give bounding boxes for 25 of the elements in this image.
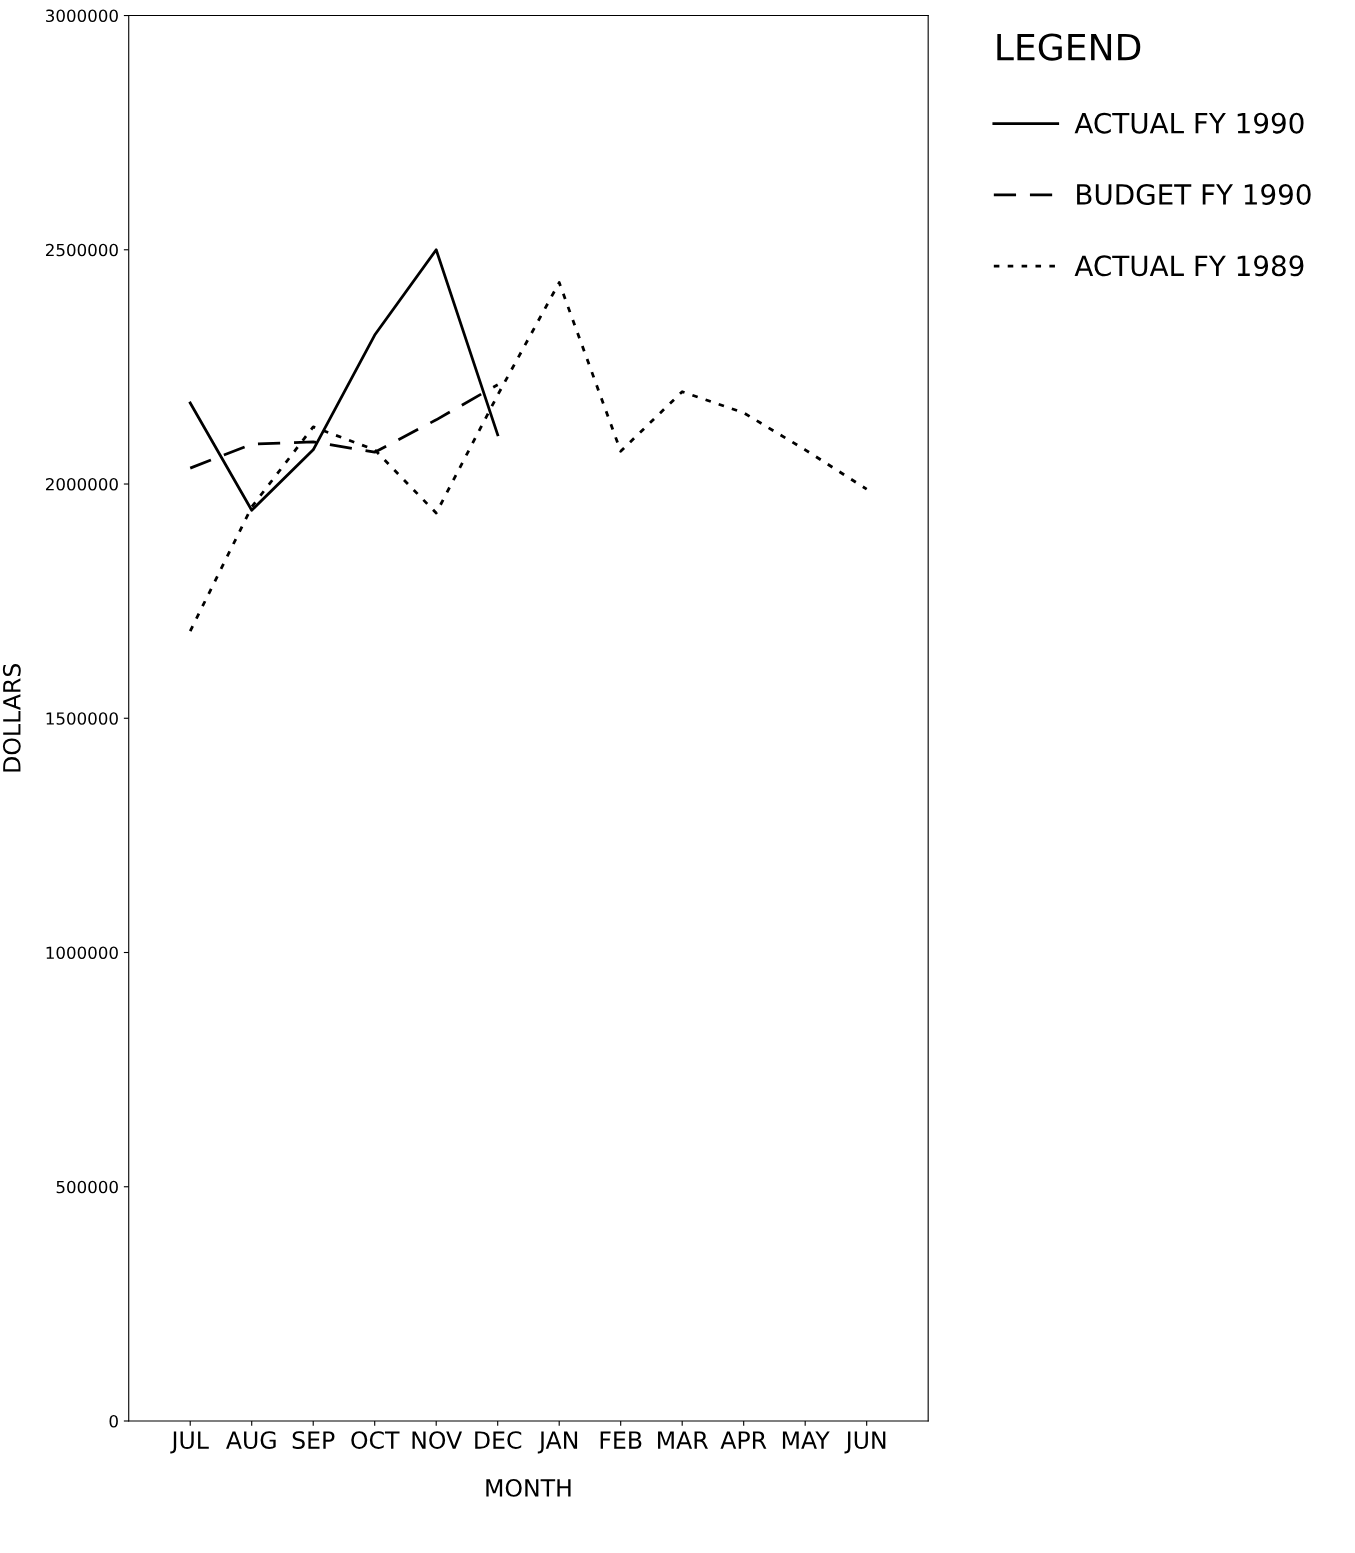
y-tick-label: 0 — [109, 1414, 118, 1428]
legend-label: ACTUAL FY 1989 — [1074, 255, 1304, 277]
x-tick-label: AUG — [226, 1431, 276, 1449]
y-tick-label: 2500000 — [46, 243, 118, 257]
y-tick-label: 2000000 — [46, 477, 118, 491]
x-tick-label: JUN — [844, 1431, 886, 1454]
x-tick-label: JUL — [170, 1431, 209, 1454]
x-tick-label: APR — [720, 1431, 767, 1449]
y-tick-label: 1000000 — [46, 946, 118, 960]
legend-label: ACTUAL FY 1990 — [1074, 112, 1304, 134]
x-tick-label: MAR — [658, 1431, 708, 1449]
y-axis-title: DOLLARS — [2, 664, 21, 772]
legend-title: LEGEND — [997, 33, 1141, 61]
y-tick-label: 500000 — [56, 1180, 118, 1194]
x-tick-label: FEB — [600, 1431, 642, 1449]
x-tick-label: SEP — [292, 1431, 335, 1449]
y-tick-label: 3000000 — [46, 9, 118, 23]
x-tick-label: MAY — [782, 1431, 830, 1449]
x-tick-label: OCT — [351, 1431, 400, 1449]
legend-label: BUDGET FY 1990 — [1077, 183, 1311, 205]
y-tick-label: 1500000 — [46, 712, 118, 725]
x-tick-label: NOV — [412, 1431, 462, 1449]
x-tick-label: JAN — [537, 1431, 578, 1454]
x-axis-title: MONTH — [486, 1478, 571, 1497]
x-tick-label: DEC — [475, 1431, 522, 1449]
